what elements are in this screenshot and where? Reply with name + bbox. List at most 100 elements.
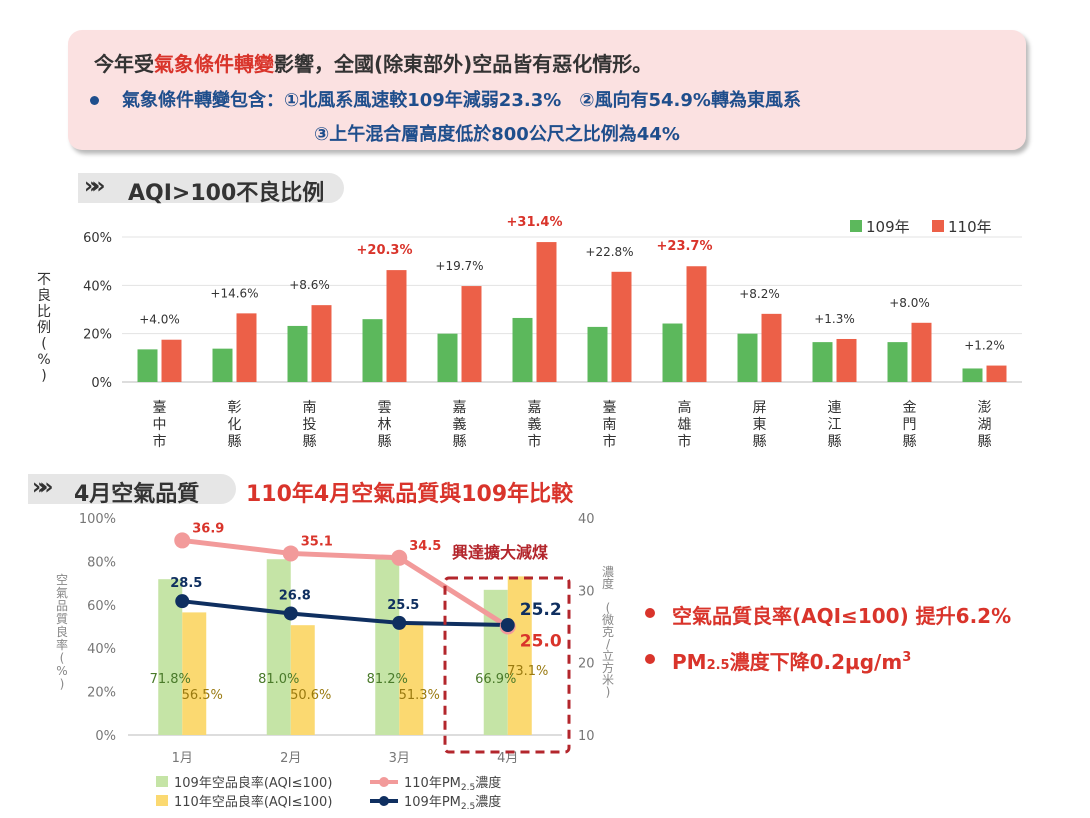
legend-swatch-bar109 — [156, 776, 168, 787]
bar-110-rate — [182, 612, 207, 735]
x-tick-label: 縣 — [903, 434, 917, 450]
bar-109-rate-label: 81.0% — [258, 672, 299, 687]
bar-110-rate — [507, 576, 532, 735]
y-tick-label: 40% — [87, 642, 116, 657]
x-tick-label: 江 — [828, 417, 842, 433]
data-label: +1.3% — [814, 312, 855, 326]
y-axis-label: 空 — [56, 573, 68, 587]
y-axis-label: 品 — [56, 599, 68, 613]
section-title-aqi: AQI>100不良比例 — [128, 181, 325, 206]
x-tick-label: 雲 — [378, 400, 392, 416]
y-axis-label: ) — [41, 368, 46, 384]
bar-110 — [536, 242, 557, 382]
point-110-pm25 — [174, 532, 191, 549]
point-109-pm25 — [175, 594, 190, 609]
point-110-pm25 — [391, 549, 408, 566]
x-tick-label: 義 — [528, 416, 542, 433]
line-109-label: 28.5 — [170, 576, 202, 591]
x-tick-label: 中 — [153, 417, 167, 433]
y2-tick-label: 20 — [578, 657, 595, 672]
x-tick-label: 投 — [303, 417, 317, 433]
highlight-box-label: 興達擴大減煤 — [452, 543, 548, 562]
y-axis-label: 例 — [37, 320, 51, 336]
bar-109 — [512, 317, 533, 382]
point-109-pm25 — [283, 606, 298, 621]
x-tick-label: 縣 — [378, 434, 392, 450]
line-110-label: 36.9 — [192, 521, 224, 536]
bar-110-rate-label: 73.1% — [507, 664, 548, 679]
x-tick-label: 縣 — [453, 434, 467, 450]
section-subtitle-april: 110年4月空氣品質與109年比較 — [246, 482, 574, 507]
x-tick-label: 縣 — [228, 434, 242, 450]
x-tick-label: 縣 — [828, 434, 842, 450]
bar-109-rate-label: 71.8% — [150, 672, 191, 687]
legend-label-110: 110年 — [948, 218, 992, 236]
bar-110 — [911, 322, 932, 382]
bar-109-rate-label: 66.9% — [475, 672, 516, 687]
x-tick-label: 縣 — [978, 434, 992, 450]
legend-label-109: 109年 — [866, 218, 910, 236]
section-header-april — [28, 474, 236, 504]
y-axis-label: % — [56, 664, 67, 678]
point-110-pm25 — [282, 545, 299, 562]
bar-109 — [962, 368, 983, 382]
bar-109 — [362, 319, 383, 382]
x-tick-label: 市 — [603, 433, 617, 450]
x-tick-label: 澎 — [978, 400, 992, 416]
bar-109 — [812, 342, 833, 382]
bar-110 — [386, 270, 407, 382]
y-tick-label: 60% — [87, 599, 116, 614]
line-110-pm25 — [181, 537, 510, 629]
x-tick-label: 3月 — [389, 751, 410, 766]
y-axis-label: 不 — [37, 272, 51, 288]
data-label: +8.0% — [889, 296, 930, 310]
y-axis-label: 良 — [37, 288, 51, 304]
y2-axis-label: 濃 — [602, 565, 614, 579]
x-tick-label: 雄 — [678, 417, 692, 433]
highlight-box — [443, 576, 571, 754]
bullet-icon — [645, 608, 655, 618]
line-109-label: 25.2 — [520, 600, 562, 620]
y-tick-label: 0% — [91, 376, 112, 391]
x-tick-label: 市 — [528, 433, 542, 450]
note-aqi-improve: 空氣品質良率(AQI≤100) 提升6.2% — [672, 604, 1012, 628]
x-tick-label: 屏 — [753, 400, 767, 416]
bar-110-rate-label: 51.3% — [399, 688, 440, 703]
x-tick-label: 1月 — [172, 751, 193, 766]
bar-110-rate — [290, 625, 315, 735]
banner-line-2: ③上午混合層高度低於800公尺之比例為44% — [314, 124, 680, 145]
x-tick-label: 嘉 — [453, 400, 467, 416]
y-tick-label: 40% — [83, 279, 112, 294]
y-axis-label: 比 — [37, 304, 51, 320]
y2-axis-label: ) — [606, 685, 611, 699]
note-pm25-drop: PM2.5濃度下降0.2μg/m3 — [672, 650, 912, 674]
x-tick-label: 湖 — [978, 417, 992, 433]
bar-109 — [887, 342, 908, 382]
y-tick-label: 0% — [95, 729, 116, 744]
legend-swatch-110 — [932, 220, 944, 232]
line-109-label: 25.5 — [387, 598, 419, 613]
x-tick-label: 嘉 — [528, 400, 542, 416]
y-tick-label: 100% — [79, 512, 116, 527]
bar-110 — [686, 266, 707, 382]
x-tick-label: 2月 — [280, 751, 301, 766]
y2-tick-label: 40 — [578, 512, 595, 527]
line-110-label: 35.1 — [301, 534, 333, 549]
legend-line109-label: 109年PM2.5濃度 — [404, 794, 501, 812]
line-109-pm25 — [182, 599, 508, 628]
x-tick-label: 臺 — [603, 400, 617, 416]
y-tick-label: 20% — [87, 686, 116, 701]
bar-109-rate — [375, 558, 400, 735]
data-label: +31.4% — [507, 215, 563, 230]
bar-109-rate-label: 81.2% — [367, 672, 408, 687]
data-label: +19.7% — [435, 259, 483, 273]
data-label: +8.2% — [739, 287, 780, 301]
bar-110 — [761, 313, 782, 382]
bar-110 — [836, 338, 857, 382]
y2-tick-label: 30 — [578, 584, 595, 599]
x-tick-label: 南 — [603, 417, 617, 433]
y-tick-label: 80% — [87, 555, 116, 570]
y-axis-label: ) — [60, 677, 65, 691]
line-110-label: 25.0 — [520, 632, 562, 652]
